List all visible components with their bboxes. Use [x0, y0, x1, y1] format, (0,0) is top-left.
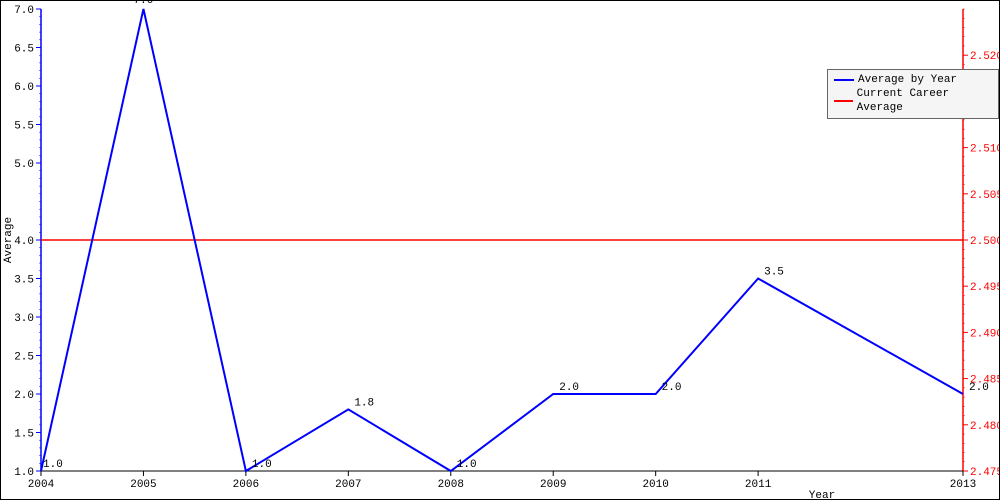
svg-text:2004: 2004 — [28, 479, 55, 491]
svg-text:2006: 2006 — [233, 479, 259, 491]
legend-item-red: Current Career Average — [834, 87, 992, 115]
svg-text:2.0: 2.0 — [969, 382, 989, 394]
svg-text:2.475: 2.475 — [970, 467, 999, 479]
svg-text:2.520: 2.520 — [970, 51, 999, 63]
svg-text:3.5: 3.5 — [764, 267, 784, 279]
svg-text:2.480: 2.480 — [970, 421, 999, 433]
svg-text:2.0: 2.0 — [559, 382, 579, 394]
legend-swatch-red — [834, 100, 853, 102]
svg-text:Year: Year — [809, 490, 835, 499]
svg-text:1.0: 1.0 — [14, 467, 34, 479]
svg-text:2007: 2007 — [335, 479, 361, 491]
legend: Average by Year Current Career Average — [827, 69, 999, 119]
svg-text:2.0: 2.0 — [662, 382, 682, 394]
svg-text:2005: 2005 — [130, 479, 156, 491]
svg-text:2.490: 2.490 — [970, 328, 999, 340]
svg-text:2010: 2010 — [642, 479, 668, 491]
svg-text:5.0: 5.0 — [14, 159, 34, 171]
svg-text:6.5: 6.5 — [14, 44, 34, 56]
legend-item-blue: Average by Year — [834, 73, 992, 87]
svg-text:4.0: 4.0 — [14, 236, 34, 248]
svg-text:2013: 2013 — [950, 479, 976, 491]
svg-text:2.5: 2.5 — [14, 352, 34, 364]
svg-text:3.5: 3.5 — [14, 275, 34, 287]
svg-text:6.0: 6.0 — [14, 82, 34, 94]
svg-text:2.495: 2.495 — [970, 282, 999, 294]
svg-text:5.5: 5.5 — [14, 121, 34, 133]
svg-text:1.8: 1.8 — [354, 397, 374, 409]
svg-text:2.0: 2.0 — [14, 390, 34, 402]
svg-text:1.0: 1.0 — [457, 459, 477, 471]
svg-text:1.0: 1.0 — [43, 459, 63, 471]
svg-text:2008: 2008 — [438, 479, 464, 491]
svg-text:2.510: 2.510 — [970, 144, 999, 156]
svg-text:7.0: 7.0 — [14, 5, 34, 17]
svg-text:1.5: 1.5 — [14, 429, 34, 441]
svg-text:7.0: 7.0 — [134, 1, 154, 7]
legend-swatch-blue — [834, 79, 854, 81]
svg-text:3.0: 3.0 — [14, 313, 34, 325]
svg-text:2.500: 2.500 — [970, 236, 999, 248]
svg-text:Average: Average — [3, 217, 15, 263]
legend-label-red: Current Career Average — [857, 87, 992, 115]
svg-text:2009: 2009 — [540, 479, 566, 491]
svg-text:2011: 2011 — [745, 479, 772, 491]
svg-text:2.505: 2.505 — [970, 190, 999, 202]
legend-label-blue: Average by Year — [858, 73, 957, 87]
chart-container: 1.0 1.5 2.0 2.5 3.0 3.5 4.0 5.0 5.5 6.0 6.5 7.0 2.47… — [0, 0, 1000, 500]
svg-text:1.0: 1.0 — [252, 459, 272, 471]
